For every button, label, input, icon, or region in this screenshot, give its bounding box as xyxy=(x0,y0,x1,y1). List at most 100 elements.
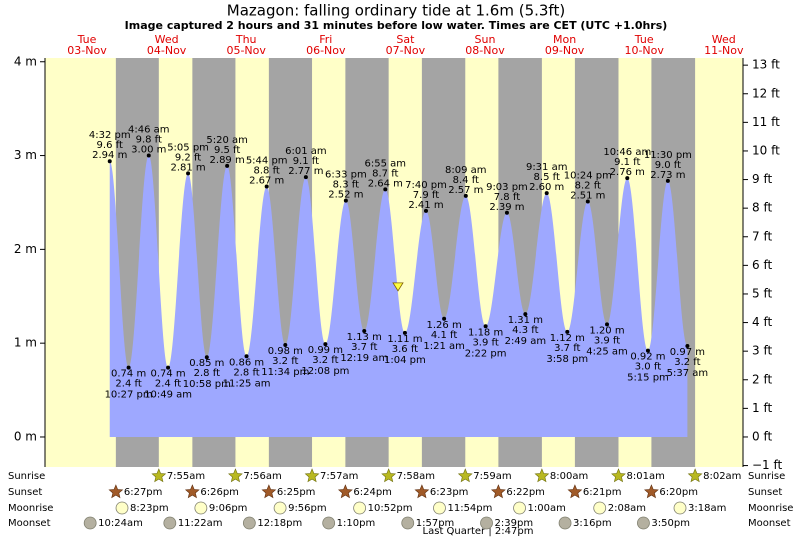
tide-label: 1:21 am xyxy=(423,341,465,352)
event-time: 6:27pm xyxy=(124,487,163,498)
day-name: Fri xyxy=(319,33,332,46)
tide-label: 0.85 m xyxy=(189,358,224,369)
low-tide-dot xyxy=(565,329,570,334)
tide-label: 0.74 m xyxy=(150,369,185,380)
tide-label: 11:30 pm xyxy=(644,150,692,161)
low-tide-dot xyxy=(204,355,209,360)
y2-tick-label: −1 ft xyxy=(752,458,783,472)
low-tide-dot xyxy=(605,322,610,327)
tide-label: 9.1 ft xyxy=(293,156,319,167)
tide-label: 0.97 m xyxy=(670,347,705,358)
tide-label: 2:49 am xyxy=(505,336,547,347)
tide-label: 7.8 ft xyxy=(494,192,520,203)
y-tick-label: 4 m xyxy=(14,54,37,68)
tide-label: 1.31 m xyxy=(508,315,543,326)
event-time: 8:02am xyxy=(703,471,741,482)
low-tide-dot xyxy=(166,365,171,370)
tide-label: 3.7 ft xyxy=(554,343,580,354)
event-time: 1:00am xyxy=(528,503,566,514)
y2-tick-label: 13 ft xyxy=(752,58,780,72)
tide-label: 2.60 m xyxy=(529,182,564,193)
tide-label: 4.1 ft xyxy=(431,330,457,341)
tide-label: 9.0 ft xyxy=(655,160,681,171)
tide-label: 2.76 m xyxy=(610,167,645,178)
event-time: 6:20pm xyxy=(659,487,698,498)
y2-tick-label: 8 ft xyxy=(752,201,772,215)
event-time: 7:57am xyxy=(320,471,358,482)
tide-label: 3.2 ft xyxy=(272,356,298,367)
high-tide-dot xyxy=(225,163,230,168)
chart-title: Mazagon: falling ordinary tide at 1.6m (… xyxy=(227,2,565,20)
tide-label: 3.9 ft xyxy=(594,335,620,346)
sunset-icon xyxy=(644,484,659,499)
tide-label: 6:33 pm xyxy=(325,170,367,181)
chart-subtitle: Image captured 2 hours and 31 minutes be… xyxy=(125,19,668,32)
sunset-icon xyxy=(414,484,430,499)
y2-tick-label: 5 ft xyxy=(752,286,772,300)
y2-tick-label: 2 ft xyxy=(752,372,772,386)
tide-label: 2.81 m xyxy=(170,162,205,173)
event-time: 8:00am xyxy=(550,471,588,482)
tide-label: 1.18 m xyxy=(468,327,503,338)
tide-label: 2.57 m xyxy=(448,185,483,196)
event-time: 8:01am xyxy=(626,471,664,482)
day-name: Mon xyxy=(553,33,576,46)
sunset-icon xyxy=(567,484,583,499)
tide-label: 2.52 m xyxy=(328,190,363,201)
high-tide-dot xyxy=(504,210,509,215)
tide-label: 6:01 am xyxy=(285,146,327,157)
event-row-label: Moonrise xyxy=(748,503,793,514)
tide-label: 10:58 pm xyxy=(183,379,231,390)
high-tide-dot xyxy=(343,198,348,203)
event-row-label: Sunset xyxy=(8,487,42,498)
tide-label: 1.13 m xyxy=(347,332,382,343)
high-tide-dot xyxy=(264,184,269,189)
tide-label: 7:40 pm xyxy=(405,180,447,191)
day-date: 05-Nov xyxy=(226,44,266,57)
event-time: 6:26pm xyxy=(200,487,239,498)
high-tide-dot xyxy=(423,208,428,213)
tide-label: 1:04 pm xyxy=(384,355,426,366)
tide-label: 8.7 ft xyxy=(372,168,398,179)
event-time: 11:22am xyxy=(178,518,223,529)
tide-label: 3.6 ft xyxy=(392,344,418,355)
tide-label: 3.00 m xyxy=(131,145,166,156)
tide-label: 2.8 ft xyxy=(194,368,220,379)
tide-label: 9.2 ft xyxy=(175,152,201,163)
low-tide-dot xyxy=(362,328,367,333)
tide-label: 7.9 ft xyxy=(413,190,439,201)
sunrise-icon xyxy=(534,468,550,483)
event-time: 11:54pm xyxy=(447,503,492,514)
day-date: 03-Nov xyxy=(67,44,107,57)
event-time: 10:24am xyxy=(98,518,143,529)
low-tide-dot xyxy=(402,330,407,335)
tide-label: 5:15 pm xyxy=(627,373,669,384)
tide-label: 3:58 pm xyxy=(546,354,588,365)
event-time: 1:57pm xyxy=(416,518,455,529)
day-name: Wed xyxy=(155,33,179,46)
tide-label: 1.12 m xyxy=(550,333,585,344)
event-row-label: Sunrise xyxy=(8,471,45,482)
tide-label: 4:46 am xyxy=(128,125,170,136)
event-time: 7:55am xyxy=(167,471,205,482)
tide-label: 9.1 ft xyxy=(614,157,640,168)
day-date: 06-Nov xyxy=(306,44,346,57)
moonset-icon xyxy=(163,516,177,530)
y2-tick-label: 4 ft xyxy=(752,315,772,329)
event-time: 9:56pm xyxy=(288,503,327,514)
tide-label: 2.77 m xyxy=(288,166,323,177)
moonrise-icon xyxy=(115,501,129,515)
sunrise-icon xyxy=(457,468,473,483)
sunrise-icon xyxy=(151,468,167,483)
moonrise-icon xyxy=(194,501,208,515)
event-row-label: Sunrise xyxy=(748,471,785,482)
day-date: 07-Nov xyxy=(386,44,426,57)
tide-label: 8.3 ft xyxy=(333,180,359,191)
sunset-icon xyxy=(490,484,506,499)
day-date: 11-Nov xyxy=(704,44,744,57)
sunrise-icon xyxy=(228,468,243,483)
event-time: 12:18pm xyxy=(257,518,302,529)
moon-phase: Last Quarter | 2:47pm xyxy=(423,526,534,537)
event-time: 9:06pm xyxy=(209,503,248,514)
